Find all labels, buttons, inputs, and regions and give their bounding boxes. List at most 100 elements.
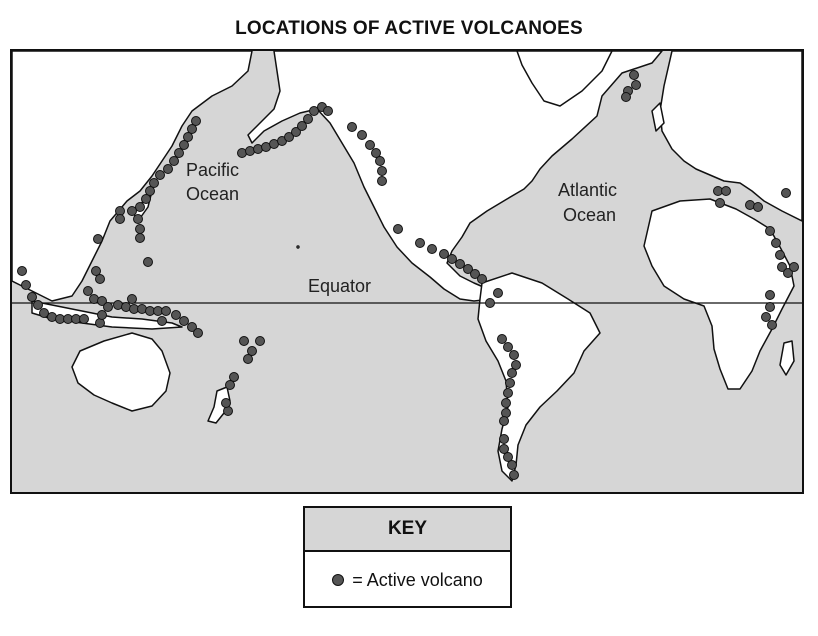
volcano-marker <box>715 198 725 208</box>
volcano-marker <box>761 312 771 322</box>
greenland <box>516 51 613 107</box>
volcano-marker <box>503 452 513 462</box>
volcano-marker <box>365 140 375 150</box>
pacific-ocean-label-line2: Ocean <box>186 184 239 204</box>
south-america <box>477 272 601 482</box>
volcano-marker <box>135 202 145 212</box>
volcano-marker <box>493 288 503 298</box>
volcano-symbol-icon <box>332 574 345 586</box>
volcano-marker <box>135 233 145 243</box>
volcano-marker <box>377 166 387 176</box>
atlantic-ocean-label-line1: Atlantic <box>558 180 617 200</box>
volcano-marker <box>629 70 639 80</box>
volcano-marker <box>509 470 519 480</box>
volcano-marker <box>149 178 159 188</box>
volcano-marker <box>781 188 791 198</box>
key-title: KEY <box>305 508 510 552</box>
volcano-marker <box>155 170 165 180</box>
equator-label: Equator <box>308 276 371 296</box>
volcano-marker <box>775 250 785 260</box>
volcano-marker <box>91 266 101 276</box>
volcano-marker <box>221 398 231 408</box>
volcano-marker <box>503 342 513 352</box>
volcano-marker <box>499 416 509 426</box>
volcano-markers <box>17 70 799 480</box>
volcano-marker <box>455 259 465 269</box>
volcano-marker <box>347 122 357 132</box>
volcano-marker <box>161 306 171 316</box>
pacific-ocean-label-line1: Pacific <box>186 160 239 180</box>
volcano-marker <box>183 132 193 142</box>
british-isles <box>651 102 665 132</box>
volcano-marker <box>33 300 43 310</box>
volcano-marker <box>499 444 509 454</box>
map-key: KEY = Active volcano <box>303 506 512 608</box>
volcano-marker <box>767 320 777 330</box>
eurasia <box>12 51 253 302</box>
volcano-marker <box>127 206 137 216</box>
volcano-marker <box>499 434 509 444</box>
volcano-marker <box>505 378 515 388</box>
new-zealand <box>207 386 231 424</box>
volcano-marker <box>509 350 519 360</box>
volcano-marker <box>135 224 145 234</box>
volcano-marker <box>309 106 319 116</box>
africa <box>643 198 795 390</box>
volcano-marker <box>157 316 167 326</box>
key-entry-label: = Active volcano <box>352 569 483 590</box>
volcano-marker <box>255 336 265 346</box>
map-canvas: Pacific Ocean Atlantic Ocean Equator <box>12 51 802 482</box>
volcano-marker <box>93 234 103 244</box>
landmasses <box>12 51 802 482</box>
volcano-marker <box>39 308 49 318</box>
volcano-marker <box>415 238 425 248</box>
volcano-marker <box>463 264 473 274</box>
world-map: Pacific Ocean Atlantic Ocean Equator <box>10 49 804 494</box>
volcano-marker <box>127 294 137 304</box>
key-entry: = Active volcano <box>305 552 510 608</box>
europe-north <box>659 51 802 222</box>
volcano-marker <box>621 92 631 102</box>
volcano-marker <box>371 148 381 158</box>
volcano-marker <box>179 316 189 326</box>
volcano-marker <box>103 302 113 312</box>
volcano-marker <box>721 186 731 196</box>
volcano-marker <box>503 388 513 398</box>
volcano-marker <box>375 156 385 166</box>
volcano-marker <box>323 106 333 116</box>
volcano-marker <box>439 249 449 259</box>
volcano-marker <box>297 121 307 131</box>
australia <box>71 332 171 412</box>
volcano-marker <box>511 360 521 370</box>
volcano-marker <box>303 114 313 124</box>
volcano-marker <box>284 132 294 142</box>
volcano-marker <box>507 368 517 378</box>
madagascar <box>779 340 795 376</box>
atlantic-ocean-label-line2: Ocean <box>563 205 616 225</box>
volcano-marker <box>477 274 487 284</box>
volcano-marker <box>631 80 641 90</box>
volcano-marker <box>115 214 125 224</box>
volcano-marker <box>79 314 89 324</box>
volcano-marker <box>247 346 257 356</box>
volcano-marker <box>229 372 239 382</box>
volcano-marker <box>97 310 107 320</box>
volcano-marker <box>296 245 300 249</box>
volcano-marker <box>83 286 93 296</box>
volcano-marker <box>191 116 201 126</box>
volcano-marker <box>765 302 775 312</box>
volcano-marker <box>145 186 155 196</box>
volcano-marker <box>225 380 235 390</box>
volcano-marker <box>427 244 437 254</box>
map-title: LOCATIONS OF ACTIVE VOLCANOES <box>235 18 583 39</box>
volcano-marker <box>291 127 301 137</box>
volcano-marker <box>163 164 173 174</box>
volcano-marker <box>97 296 107 306</box>
volcano-marker <box>765 290 775 300</box>
volcano-marker <box>133 214 143 224</box>
volcano-marker <box>243 354 253 364</box>
volcano-marker <box>485 298 495 308</box>
volcano-marker <box>17 266 27 276</box>
volcano-marker <box>357 130 367 140</box>
volcano-marker <box>753 202 763 212</box>
